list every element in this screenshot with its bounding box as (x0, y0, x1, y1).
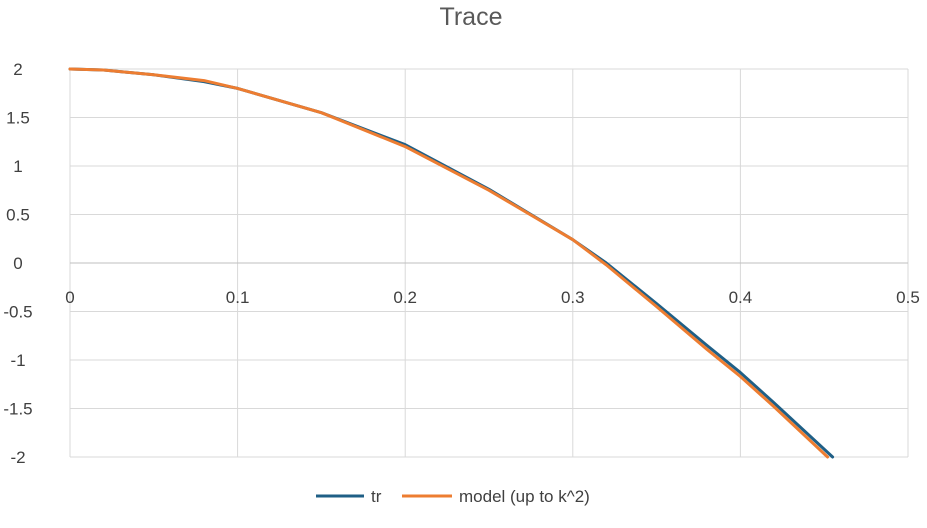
legend-label-tr: tr (371, 487, 382, 506)
y-tick-label: -0.5 (3, 303, 32, 322)
y-tick-label: -2 (10, 448, 25, 467)
x-tick-label: 0.4 (729, 288, 753, 307)
x-tick-label: 0 (65, 288, 74, 307)
y-tick-label: -1 (10, 351, 25, 370)
series-line-model (68, 67, 830, 459)
y-tick-label: 0 (13, 254, 22, 273)
y-tick-label: 0.5 (6, 206, 30, 225)
y-tick-label: -1.5 (3, 400, 32, 419)
tick-labels: 2 1.5 1 0.5 0 -0.5 -1 -1.5 -2 0 0.1 0.2 0.3 0.4 0.5 (3, 60, 919, 467)
x-tick-label: 0.2 (393, 288, 417, 307)
legend: tr model (up to k^2) (316, 487, 590, 506)
x-tick-label: 0.5 (896, 288, 920, 307)
x-tick-label: 0.3 (561, 288, 585, 307)
y-tick-label: 1 (13, 157, 22, 176)
chart-title: Trace (440, 3, 503, 31)
y-tick-label: 1.5 (6, 109, 30, 128)
series-lines (68, 67, 835, 459)
legend-label-model: model (up to k^2) (459, 487, 590, 506)
y-tick-label: 2 (13, 60, 22, 79)
x-tick-label: 0.1 (226, 288, 250, 307)
